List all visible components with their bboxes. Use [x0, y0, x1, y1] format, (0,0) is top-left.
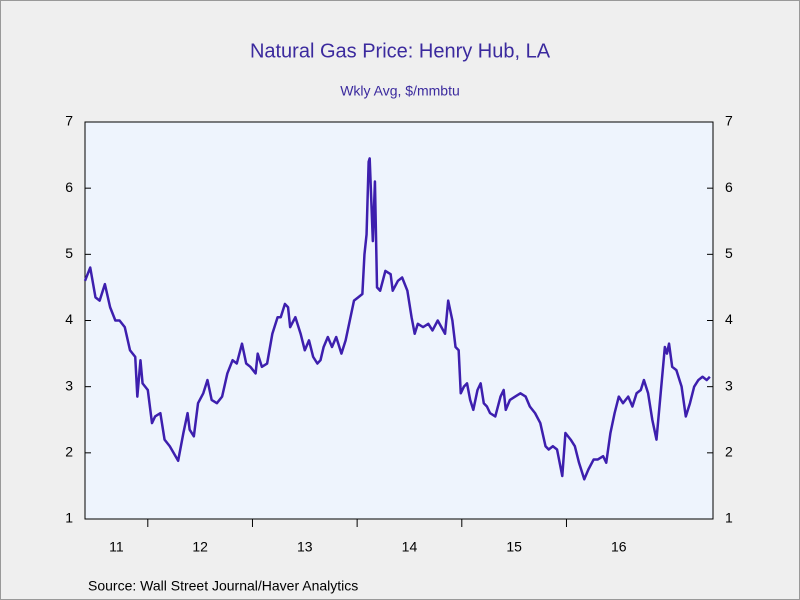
x-tick-label: 12 — [192, 539, 208, 555]
y2-tick-label: 6 — [725, 179, 733, 195]
y-tick-label: 5 — [65, 245, 73, 261]
x-tick-label: 16 — [611, 539, 627, 555]
x-tick-label: 13 — [297, 539, 313, 555]
y-tick-label: 4 — [65, 311, 73, 327]
y-tick-label: 6 — [65, 179, 73, 195]
y2-tick-label: 5 — [725, 245, 733, 261]
x-tick-label: 14 — [402, 539, 418, 555]
y2-tick-label: 2 — [725, 444, 733, 460]
x-tick-label: 15 — [506, 539, 522, 555]
y-tick-label: 3 — [65, 377, 73, 393]
y2-tick-label: 3 — [725, 377, 733, 393]
y2-tick-label: 1 — [725, 510, 733, 526]
y-tick-label: 1 — [65, 510, 73, 526]
x-tick-label: 11 — [109, 539, 124, 555]
chart-subtitle: Wkly Avg, $/mmbtu — [340, 83, 460, 99]
y-tick-label: 7 — [65, 113, 73, 129]
source-note: Source: Wall Street Journal/Haver Analyt… — [88, 578, 358, 594]
y-tick-label: 2 — [65, 444, 73, 460]
price-line — [83, 157, 711, 481]
y2-tick-label: 4 — [725, 311, 733, 327]
chart-title: Natural Gas Price: Henry Hub, LA — [250, 40, 551, 62]
y2-tick-label: 7 — [725, 113, 733, 129]
